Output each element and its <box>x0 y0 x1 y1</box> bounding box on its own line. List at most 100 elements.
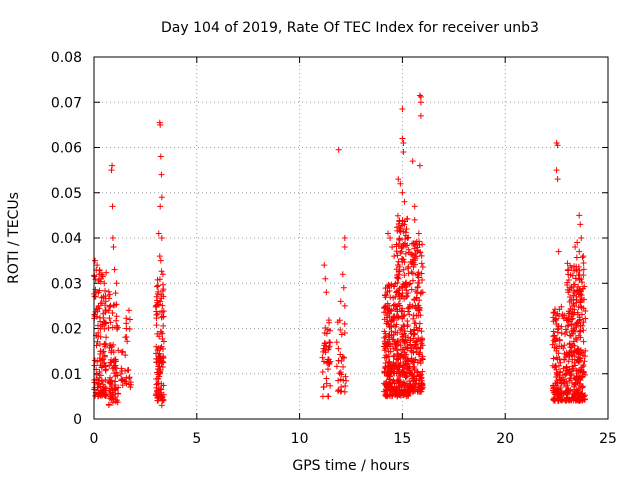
data-point <box>386 358 393 365</box>
data-point <box>113 313 120 320</box>
data-point <box>396 235 403 242</box>
data-point <box>111 370 118 377</box>
data-point <box>155 363 162 370</box>
data-point <box>92 392 99 399</box>
data-point <box>576 367 583 374</box>
data-point <box>94 358 101 365</box>
data-point <box>393 266 400 273</box>
data-point <box>412 302 419 309</box>
data-point <box>160 322 167 329</box>
data-point <box>119 382 126 389</box>
data-point <box>570 366 577 373</box>
data-point <box>384 300 391 307</box>
data-point <box>325 326 332 333</box>
data-point <box>158 402 165 409</box>
data-point <box>153 302 160 309</box>
data-point <box>107 387 114 394</box>
data-point <box>569 356 576 363</box>
data-point <box>411 363 418 370</box>
data-point <box>113 369 120 376</box>
data-point <box>407 335 414 342</box>
data-point <box>158 268 165 275</box>
data-point <box>154 290 161 297</box>
data-point <box>382 294 389 301</box>
data-point <box>406 301 413 308</box>
data-point <box>105 288 112 295</box>
data-point <box>415 274 422 281</box>
data-point <box>391 352 398 359</box>
data-point <box>414 383 421 390</box>
data-point <box>399 336 406 343</box>
data-point <box>418 252 425 259</box>
data-point <box>157 354 164 361</box>
y-tick-label: 0.01 <box>51 367 82 383</box>
data-point <box>403 373 410 380</box>
data-point <box>396 379 403 386</box>
chart-title: Day 104 of 2019, Rate Of TEC Index for r… <box>161 20 539 36</box>
data-point <box>110 244 117 251</box>
data-point <box>554 356 561 363</box>
data-point <box>394 212 401 219</box>
data-point <box>93 371 100 378</box>
data-point <box>94 262 101 269</box>
data-point <box>394 341 401 348</box>
data-point <box>103 334 110 341</box>
data-point <box>572 379 579 386</box>
data-point <box>551 309 558 316</box>
data-point <box>158 308 165 315</box>
data-point <box>570 338 577 345</box>
data-point <box>393 288 400 295</box>
data-point <box>410 349 417 356</box>
data-point <box>582 371 589 378</box>
data-point <box>341 244 348 251</box>
data-point <box>575 376 582 383</box>
x-tick-label: 20 <box>496 431 514 447</box>
data-point <box>95 333 102 340</box>
data-point <box>418 388 425 395</box>
data-point <box>571 267 578 274</box>
data-point <box>580 362 587 369</box>
data-point <box>399 255 406 262</box>
data-point <box>113 301 120 308</box>
data-point <box>108 383 115 390</box>
data-point <box>575 358 582 365</box>
data-point <box>320 383 327 390</box>
data-point <box>575 368 582 375</box>
data-point <box>393 272 400 279</box>
data-point <box>417 372 424 379</box>
data-point <box>97 278 104 285</box>
data-point <box>404 323 411 330</box>
data-point <box>154 387 161 394</box>
data-point <box>418 289 425 296</box>
data-point <box>155 230 162 237</box>
data-point <box>105 324 112 331</box>
data-point <box>554 379 561 386</box>
data-point <box>399 326 406 333</box>
data-point <box>126 316 133 323</box>
data-point <box>558 323 565 330</box>
data-point <box>416 280 423 287</box>
data-point <box>154 310 161 317</box>
data-point <box>335 357 342 364</box>
data-point <box>126 375 133 382</box>
data-point <box>126 326 133 333</box>
data-point <box>574 239 581 246</box>
data-point <box>394 347 401 354</box>
data-point <box>93 306 100 313</box>
data-point <box>410 331 417 338</box>
data-point <box>102 302 109 309</box>
data-point <box>388 281 395 288</box>
data-point <box>551 396 558 403</box>
data-point <box>415 230 422 237</box>
data-point <box>159 287 166 294</box>
data-point <box>557 359 564 366</box>
data-point <box>392 293 399 300</box>
x-tick-label: 0 <box>90 431 99 447</box>
data-point <box>560 365 567 372</box>
data-point <box>580 319 587 326</box>
data-point <box>157 153 164 160</box>
data-point <box>395 258 402 265</box>
data-point <box>98 378 105 385</box>
data-point <box>409 371 416 378</box>
data-point <box>321 347 328 354</box>
